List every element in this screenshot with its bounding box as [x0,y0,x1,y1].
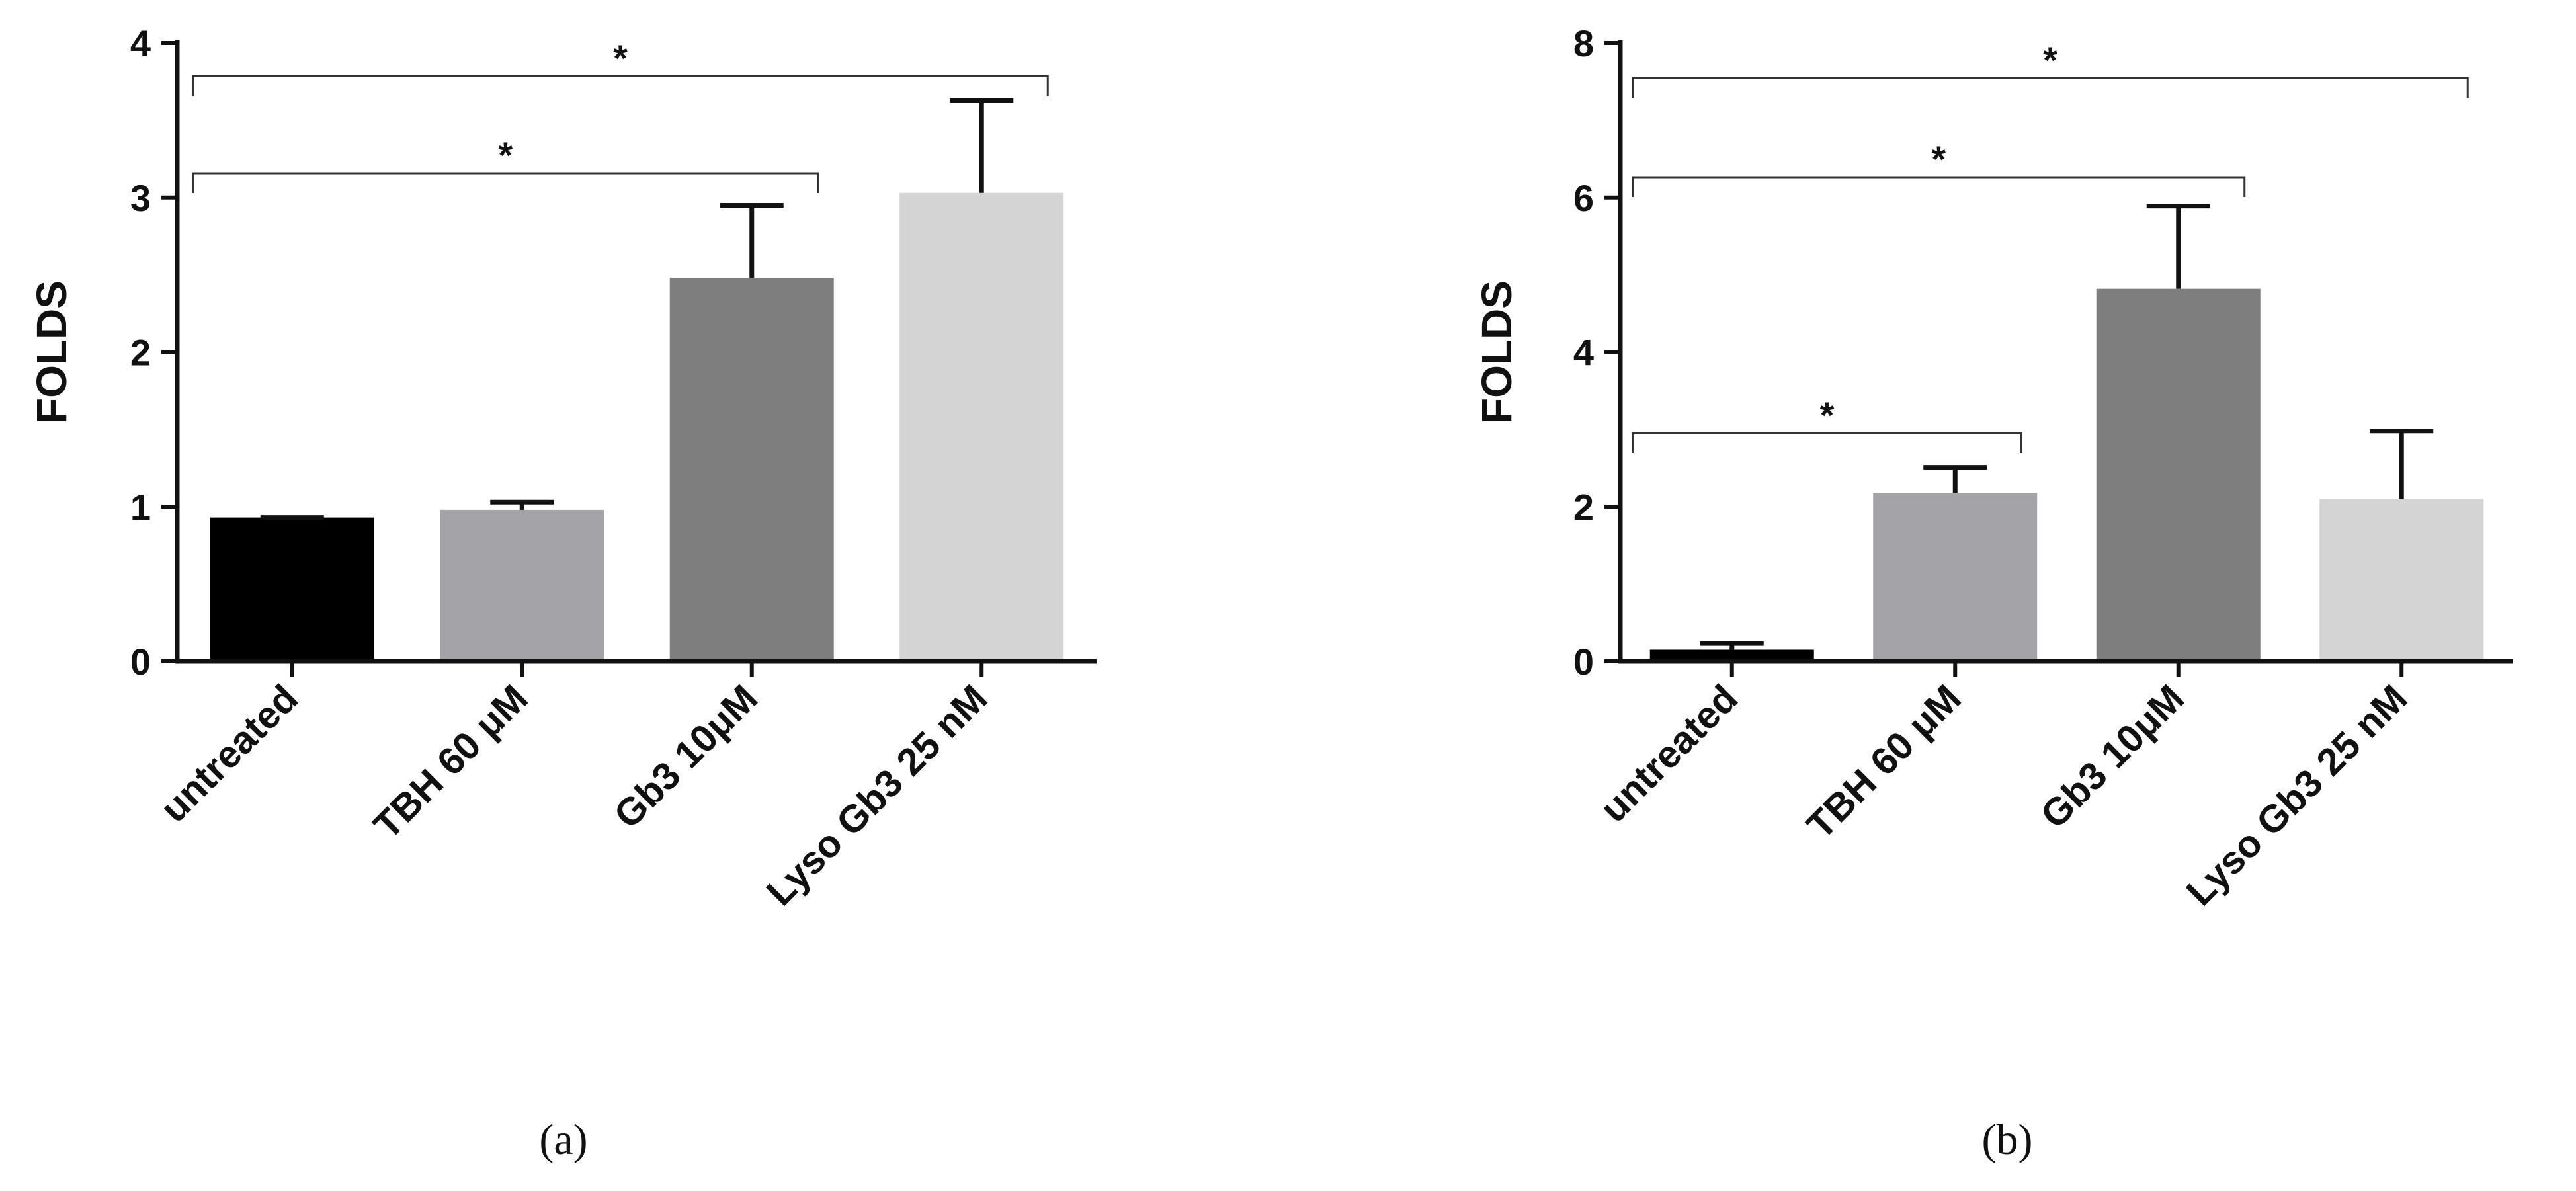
significance-bracket-2 [1632,77,2469,98]
y-tick-label-4: 8 [1573,22,1594,64]
x-tick-label-0: untreated [152,677,306,831]
bar-1 [440,509,604,661]
bar-2 [669,278,834,661]
y-axis-label: FOLDS [1473,280,1520,424]
significance-label-0: * [1820,394,1835,436]
x-tick-label-3: Lyso Gb3 25 nM [758,677,995,914]
significance-bracket-0 [192,172,819,193]
y-tick-label-3: 6 [1573,177,1594,219]
bar-3 [899,192,1064,661]
x-tick-label-2: Gb3 10μM [606,677,766,837]
y-tick-label-0: 0 [130,641,151,682]
y-tick-label-1: 2 [1573,486,1594,528]
significance-bracket-0 [1632,432,2022,453]
significance-label-1: * [1931,138,1946,180]
bar-3 [2319,499,2484,661]
bar-0 [1649,649,1814,661]
bar-2 [2096,288,2261,662]
y-tick-label-1: 1 [130,486,151,528]
y-tick-label-0: 0 [1573,641,1594,682]
bar-1 [1873,493,2038,661]
x-tick-label-1: TBH 60 μM [366,677,536,847]
x-tick-label-3: Lyso Gb3 25 nM [2178,677,2415,914]
x-tick-label-2: Gb3 10μM [2032,677,2192,837]
significance-bracket-1 [192,75,1049,96]
panel-label: (a) [539,1116,587,1164]
significance-label-0: * [498,134,513,176]
significance-label-1: * [613,37,628,79]
x-tick-label-1: TBH 60 μM [1799,677,1970,847]
significance-bracket-1 [1632,176,2246,197]
panel-label: (b) [1982,1116,2033,1164]
y-axis-label: FOLDS [28,280,75,424]
significance-label-2: * [2043,39,2057,81]
y-tick-label-2: 4 [1573,332,1594,374]
y-tick-label-3: 3 [130,177,151,219]
y-tick-label-2: 2 [130,332,151,374]
bar-0 [210,517,374,661]
x-tick-label-0: untreated [1592,677,1746,831]
y-tick-label-4: 4 [130,22,151,64]
